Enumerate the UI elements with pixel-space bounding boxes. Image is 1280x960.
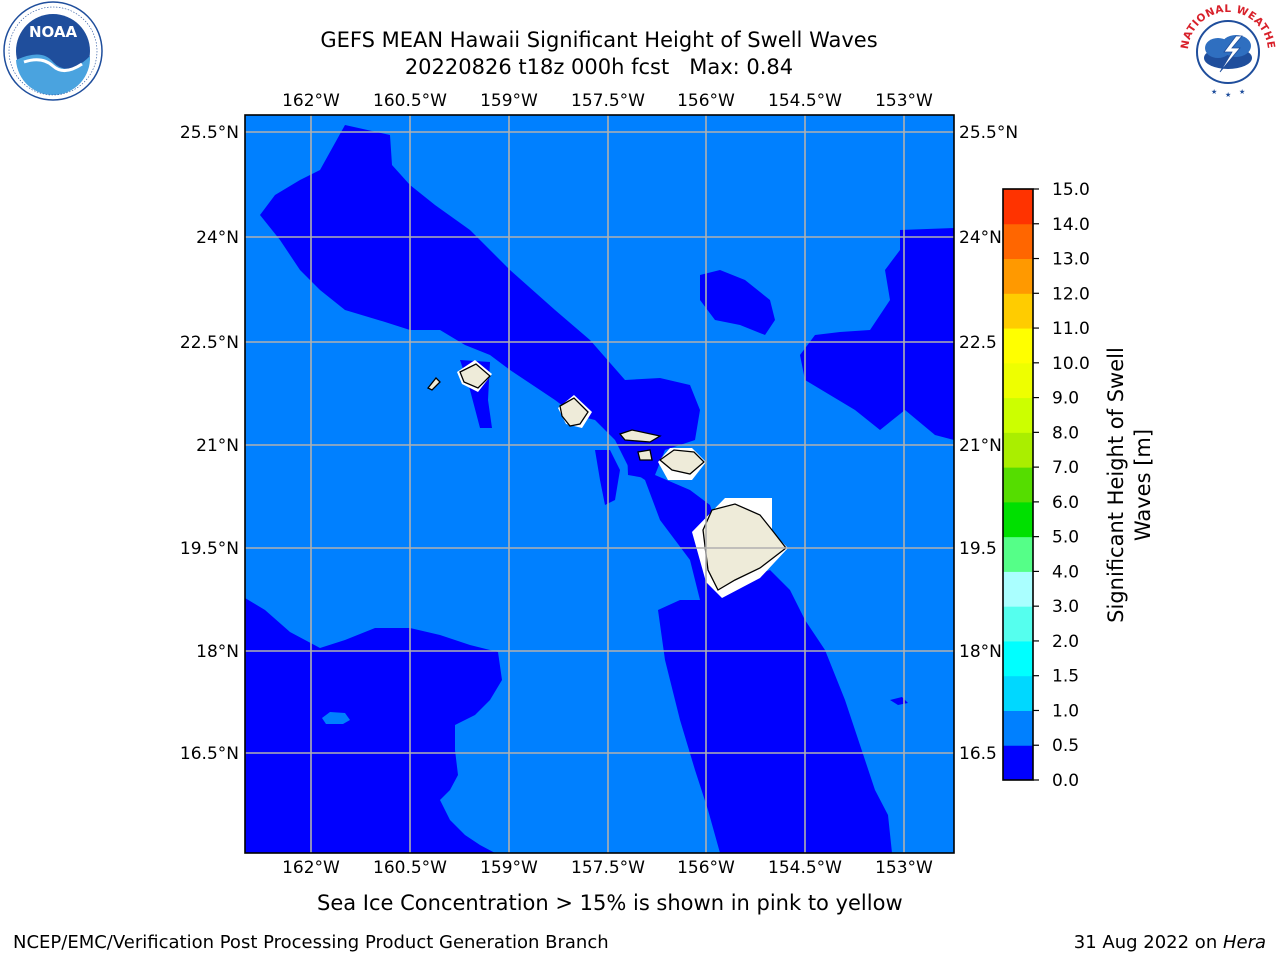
lon-tick-top: 156°W bbox=[677, 91, 735, 111]
colorbar-segment bbox=[1003, 710, 1033, 746]
colorbar-segment bbox=[1003, 432, 1033, 468]
lat-tick-right: 16.5 bbox=[959, 744, 997, 764]
colorbar-tick-label: 1.0 bbox=[1052, 701, 1079, 721]
lon-tick-bottom: 160.5°W bbox=[373, 858, 447, 878]
lon-tick-bottom: 159°W bbox=[480, 858, 538, 878]
lat-tick-right: 24°N bbox=[959, 228, 1002, 248]
lon-tick-bottom: 156°W bbox=[677, 858, 735, 878]
lon-tick-bottom: 157.5°W bbox=[571, 858, 645, 878]
colorbar-segment bbox=[1003, 293, 1033, 329]
lat-tick-left: 25.5°N bbox=[180, 123, 239, 143]
hawaii-islands bbox=[426, 363, 787, 591]
maui-island bbox=[658, 449, 705, 475]
lon-tick-top: 154.5°W bbox=[768, 91, 842, 111]
colorbar-tick-label: 15.0 bbox=[1052, 180, 1090, 200]
colorbar-tick-label: 2.0 bbox=[1052, 632, 1079, 652]
colorbar-tick-label: 5.0 bbox=[1052, 528, 1079, 548]
lat-tick-left: 18°N bbox=[196, 642, 239, 662]
swell-patch bbox=[322, 712, 350, 724]
colorbar-frame bbox=[1002, 188, 1034, 781]
footer-credit: NCEP/EMC/Verification Post Processing Pr… bbox=[13, 932, 609, 953]
molokai-island bbox=[618, 429, 662, 443]
niihau-island bbox=[426, 377, 441, 391]
oahu-island bbox=[559, 397, 589, 427]
lat-tick-right: 21°N bbox=[959, 436, 1002, 456]
lat-tick-right: 18°N bbox=[959, 642, 1002, 662]
colorbar-tick-label: 0.0 bbox=[1052, 771, 1079, 791]
colorbar-tick-label: 3.0 bbox=[1052, 597, 1079, 617]
colorbar-segment bbox=[1003, 536, 1033, 572]
svg-text:★: ★ bbox=[1239, 88, 1245, 96]
colorbar-segment bbox=[1003, 501, 1033, 538]
colorbar-segment bbox=[1003, 675, 1033, 711]
colorbar-segment bbox=[1003, 258, 1033, 294]
lat-tick-left: 22.5°N bbox=[180, 333, 239, 353]
map-title: GEFS MEAN Hawaii Significant Height of S… bbox=[320, 28, 878, 52]
colorbar bbox=[1003, 189, 1033, 781]
colorbar-segment bbox=[1003, 189, 1033, 225]
svg-text:★: ★ bbox=[1225, 91, 1231, 99]
lon-tick-top: 153°W bbox=[875, 91, 933, 111]
colorbar-segment bbox=[1003, 362, 1033, 399]
kauai-island bbox=[459, 363, 491, 389]
lon-tick-bottom: 162°W bbox=[282, 858, 340, 878]
colorbar-tick-label: 6.0 bbox=[1052, 493, 1079, 513]
lanai-island bbox=[637, 449, 653, 461]
lat-tick-left: 21°N bbox=[196, 436, 239, 456]
lat-tick-right: 19.5 bbox=[959, 539, 997, 559]
lat-tick-left: 16.5°N bbox=[180, 744, 239, 764]
nws-logo-icon: NATIONAL WEATHER SERVICE ★★★ bbox=[1178, 2, 1276, 100]
lon-tick-bottom: 153°W bbox=[875, 858, 933, 878]
map-subtitle-run: 20220826 t18z 000h fcst Max: 0.84 bbox=[404, 55, 794, 79]
footer-date-text: 31 Aug 2022 on bbox=[1073, 932, 1223, 953]
noaa-logo-text: NOAA bbox=[29, 23, 78, 41]
colorbar-label-units: Waves [m] bbox=[1131, 429, 1155, 541]
colorbar-label: Significant Height of Swell bbox=[1104, 347, 1128, 623]
lon-tick-bottom: 154.5°W bbox=[768, 858, 842, 878]
colorbar-tick-label: 12.0 bbox=[1052, 284, 1090, 304]
colorbar-segment bbox=[1003, 606, 1033, 642]
lat-tick-right: 22.5 bbox=[959, 333, 997, 353]
colorbar-segment bbox=[1003, 467, 1033, 503]
colorbar-tick-label: 7.0 bbox=[1052, 458, 1079, 478]
colorbar-tick-label: 11.0 bbox=[1052, 319, 1090, 339]
colorbar-segment bbox=[1003, 328, 1033, 364]
footer-date: 31 Aug 2022 on Hera bbox=[1074, 932, 1266, 953]
sea-ice-note: Sea Ice Concentration > 15% is shown in … bbox=[317, 891, 903, 915]
colorbar-segment bbox=[1003, 745, 1033, 781]
colorbar-tick-label: 9.0 bbox=[1052, 389, 1079, 409]
lon-tick-top: 160.5°W bbox=[373, 91, 447, 111]
map-graticule bbox=[245, 115, 954, 853]
lon-tick-top: 162°W bbox=[282, 91, 340, 111]
lon-tick-top: 157.5°W bbox=[571, 91, 645, 111]
colorbar-segment bbox=[1003, 640, 1033, 677]
lat-tick-right: 25.5°N bbox=[959, 123, 1018, 143]
colorbar-ticks: 0.0 0.5 1.0 1.5 2.0 3.0 4.0 5.0 6.0 7.0 8.0 9.0 10.0… bbox=[1033, 180, 1090, 791]
colorbar-tick-label: 1.5 bbox=[1052, 667, 1079, 687]
noaa-logo-icon: NOAA bbox=[3, 1, 103, 101]
footer-host: Hera bbox=[1222, 932, 1266, 953]
svg-text:★: ★ bbox=[1211, 88, 1217, 96]
colorbar-segment bbox=[1003, 223, 1033, 260]
colorbar-segment bbox=[1003, 571, 1033, 607]
lon-tick-top: 159°W bbox=[480, 91, 538, 111]
lat-tick-left: 19.5°N bbox=[180, 539, 239, 559]
colorbar-segment bbox=[1003, 397, 1033, 433]
colorbar-tick-label: 8.0 bbox=[1052, 423, 1079, 443]
colorbar-tick-label: 14.0 bbox=[1052, 215, 1090, 235]
colorbar-tick-label: 0.5 bbox=[1052, 736, 1079, 756]
colorbar-tick-label: 13.0 bbox=[1052, 250, 1090, 270]
colorbar-tick-label: 10.0 bbox=[1052, 354, 1090, 374]
colorbar-tick-label: 4.0 bbox=[1052, 562, 1079, 582]
map-frame bbox=[244, 114, 955, 854]
swell-band-0-0.5 bbox=[245, 125, 954, 853]
lat-tick-left: 24°N bbox=[196, 228, 239, 248]
